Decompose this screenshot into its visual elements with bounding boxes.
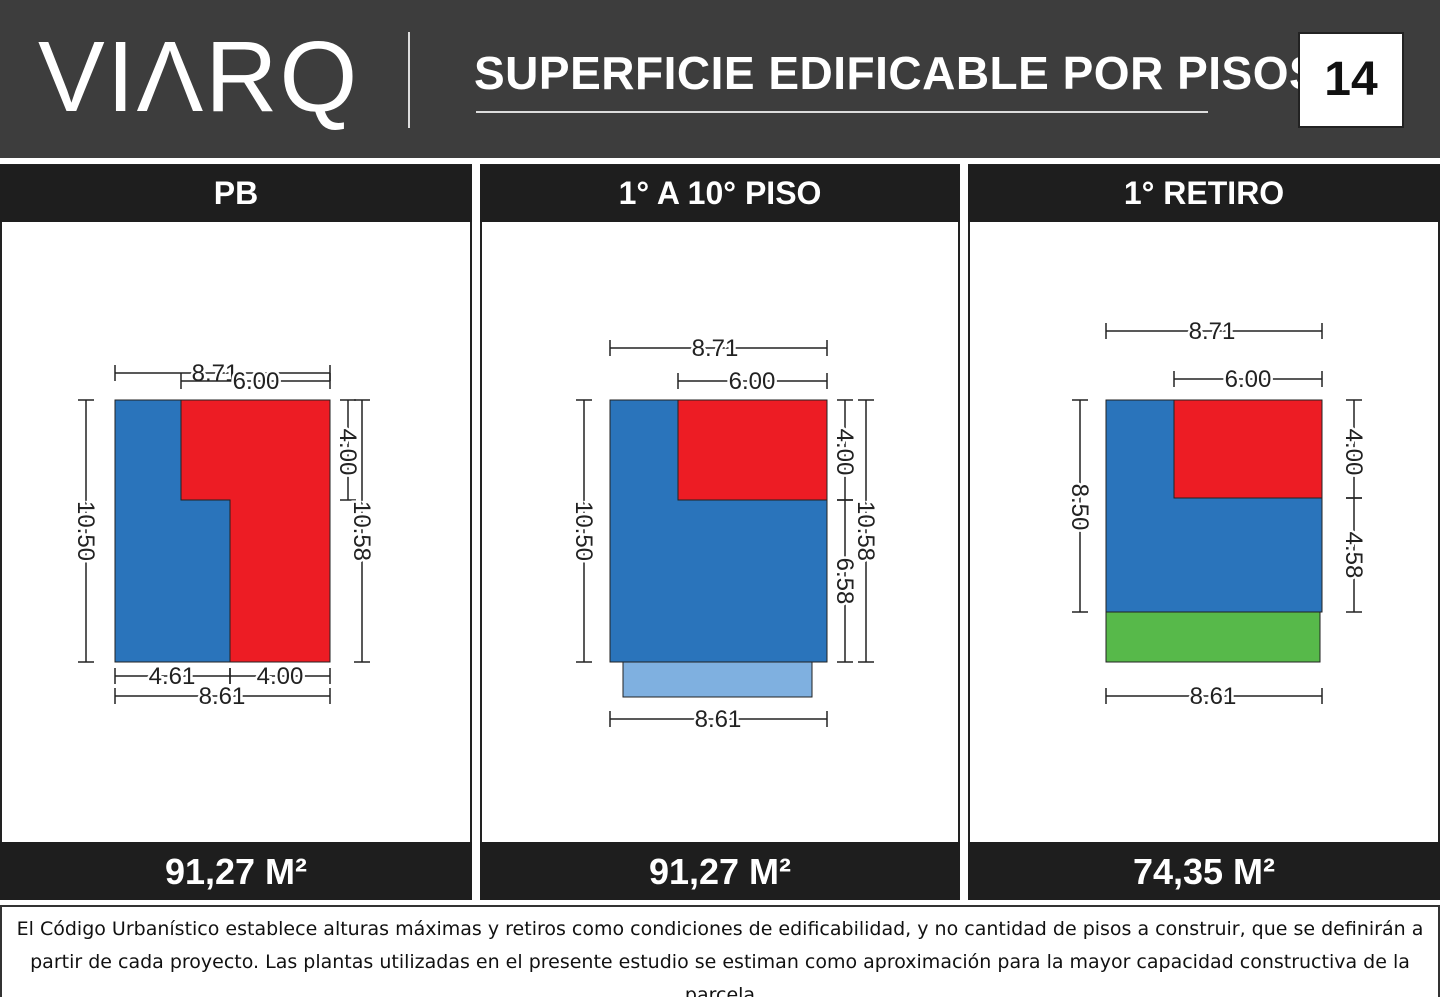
area-bar (968, 842, 1440, 900)
panel-title: PB (214, 175, 258, 211)
separator (408, 32, 410, 128)
dimension-label: 4.00 (257, 663, 304, 690)
floor-shape (1105, 611, 1321, 663)
page-number: 14 (1298, 32, 1404, 128)
dimension-label: 8.71 (192, 360, 239, 387)
dimension-label: 8.71 (692, 335, 739, 362)
dimension-label: 4.00 (831, 429, 858, 476)
dimension-label: 10.58 (348, 501, 375, 561)
dimension-label: 10.58 (852, 501, 879, 561)
floor-shape (180, 399, 331, 663)
page-title: SUPERFICIE EDIFICABLE POR PISOS (474, 47, 1321, 99)
area-value: 74,35 M² (1133, 851, 1275, 892)
title-underline (476, 111, 1208, 113)
dimension-label: 4.00 (1340, 429, 1367, 476)
dimension-label: 4.00 (334, 429, 361, 476)
logo: VIΛRQ (38, 21, 360, 133)
dimension-label: 6.00 (1225, 366, 1272, 393)
floor-shape (1173, 399, 1323, 499)
area-value: 91,27 M² (649, 851, 791, 892)
dimension-label: 8.61 (1190, 683, 1237, 710)
area-bar (0, 842, 472, 900)
panel-title: 1° A 10° PISO (619, 175, 822, 211)
footer-note: El Código Urbanístico establece alturas … (0, 905, 1440, 997)
panel-header (968, 165, 1440, 222)
header: VIΛRQ SUPERFICIE EDIFICABLE POR PISOS 14 (0, 0, 1440, 158)
dimension-label: 4.61 (149, 663, 196, 690)
dimension-label: 10.50 (570, 501, 597, 561)
dimension-label: 6.58 (831, 558, 858, 605)
dimension-label: 6.00 (233, 368, 280, 395)
floor-shape (677, 399, 828, 501)
area-bar (480, 842, 960, 900)
dimension-label: 4.58 (1340, 532, 1367, 579)
dimension-label: 10.50 (72, 501, 99, 561)
area-value: 91,27 M² (165, 851, 307, 892)
dimension-label: 8.61 (695, 706, 742, 733)
panel-header (0, 165, 472, 222)
dimension-label: 8.61 (199, 683, 246, 710)
dimension-label: 8.71 (1189, 318, 1236, 345)
floor-shape (622, 661, 813, 698)
dimension-label: 6.00 (729, 368, 776, 395)
panel-title: 1° RETIRO (1124, 175, 1284, 211)
dimension-label: 8.50 (1066, 484, 1093, 531)
panel-header (480, 165, 960, 222)
